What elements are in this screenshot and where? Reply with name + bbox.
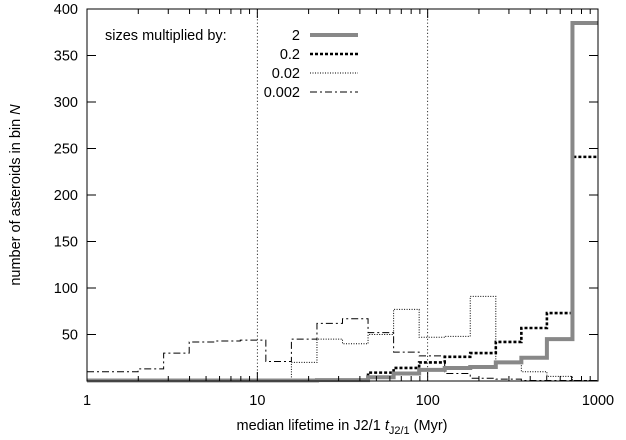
- x-tick-label: 100: [416, 393, 440, 409]
- x-axis-label-variable: t: [385, 418, 390, 434]
- series-line-4: [87, 318, 598, 381]
- legend-label-1: 2: [292, 28, 300, 44]
- y-tick-label: 200: [54, 188, 78, 204]
- legend-label-2: 0.2: [280, 47, 300, 63]
- legend-title: sizes multiplied by:: [105, 28, 227, 44]
- plot-background: [87, 9, 598, 381]
- y-axis-label: number of asteroids in bin N: [8, 104, 24, 286]
- y-tick-label: 100: [54, 281, 78, 297]
- y-axis-label-prefix: number of asteroids in bin: [8, 115, 24, 286]
- x-tick-label: 1: [83, 393, 91, 409]
- y-axis: 50 100 150 200 250 300 350 400: [54, 2, 598, 344]
- x-axis: 1 10 100 1000: [83, 9, 614, 409]
- y-tick-label: 400: [54, 2, 78, 18]
- legend: sizes multiplied by: 2 0.2 0.02 0.002: [105, 28, 358, 101]
- x-axis-label-subscript: J2/1: [389, 425, 410, 437]
- y-tick-label: 250: [54, 142, 78, 158]
- x-tick-label: 10: [249, 393, 265, 409]
- series-line-3: [87, 295, 598, 381]
- x-axis-label-prefix: median lifetime in J2/1: [237, 418, 385, 434]
- y-tick-label: 150: [54, 235, 78, 251]
- x-tick-label: 1000: [582, 393, 614, 409]
- x-axis-label: median lifetime in J2/1 tJ2/1 (Myr): [237, 418, 448, 437]
- y-tick-label: 350: [54, 49, 78, 65]
- y-tick-label: 300: [54, 95, 78, 111]
- reference-lines: [256, 9, 429, 381]
- x-axis-label-suffix: (Myr): [410, 418, 448, 434]
- y-tick-label: 50: [62, 328, 78, 344]
- legend-label-4: 0.002: [264, 85, 300, 101]
- y-axis-label-variable: N: [8, 104, 24, 115]
- legend-label-3: 0.02: [272, 66, 300, 82]
